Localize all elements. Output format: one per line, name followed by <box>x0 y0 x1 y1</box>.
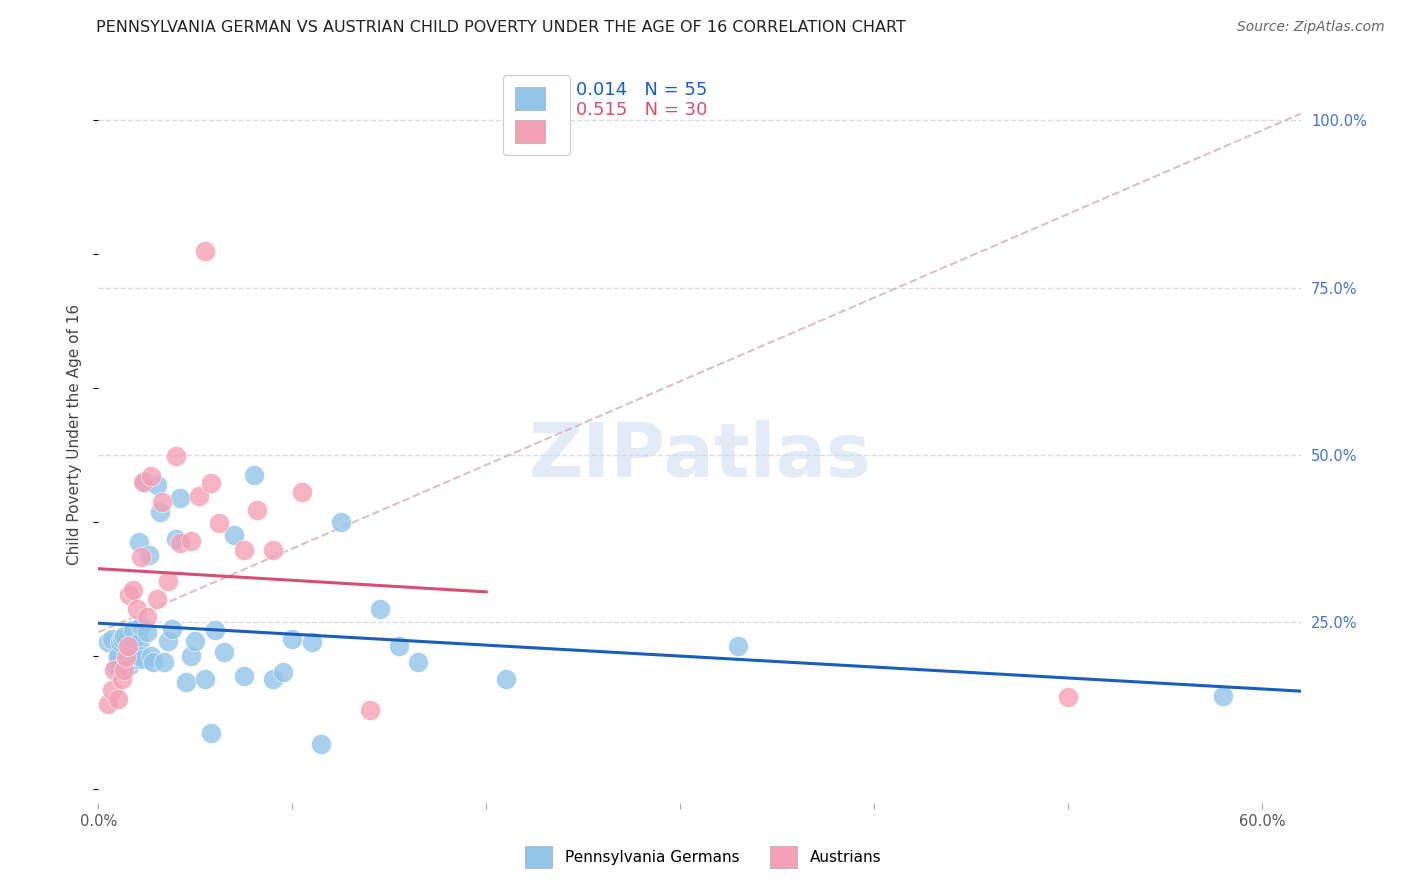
Point <box>129 549 152 564</box>
Point <box>114 649 136 664</box>
Point <box>208 516 231 530</box>
Point <box>122 583 145 598</box>
Point <box>129 618 152 632</box>
Point <box>112 629 135 643</box>
Point <box>145 591 167 606</box>
Point <box>118 658 141 673</box>
Point <box>114 652 136 666</box>
Point <box>152 495 174 509</box>
Point <box>232 543 254 558</box>
Point <box>97 697 120 711</box>
Point <box>194 244 217 258</box>
Point <box>142 655 165 669</box>
Point <box>200 476 222 491</box>
Point <box>214 645 236 659</box>
Point <box>169 491 191 506</box>
Point <box>145 478 167 492</box>
Point <box>107 648 129 663</box>
Point <box>188 490 211 504</box>
Point <box>124 652 146 666</box>
Point <box>1057 690 1080 705</box>
Point <box>281 632 304 646</box>
Text: Source: ZipAtlas.com: Source: ZipAtlas.com <box>1237 20 1385 34</box>
Text: R = 0.014   N = 55: R = 0.014 N = 55 <box>537 80 707 99</box>
Point <box>132 652 155 666</box>
Point <box>122 635 145 649</box>
Point <box>101 683 124 698</box>
Point <box>301 635 323 649</box>
Point <box>271 665 294 680</box>
Point <box>112 664 135 678</box>
Point <box>157 633 180 648</box>
Point <box>262 543 284 558</box>
Point <box>97 635 120 649</box>
Point <box>180 648 202 663</box>
Text: PENNSYLVANIA GERMAN VS AUSTRIAN CHILD POVERTY UNDER THE AGE OF 16 CORRELATION CH: PENNSYLVANIA GERMAN VS AUSTRIAN CHILD PO… <box>96 20 905 35</box>
Point <box>246 503 269 517</box>
Point <box>111 672 134 686</box>
Point <box>200 725 222 739</box>
Point <box>107 652 129 666</box>
Point <box>311 737 333 751</box>
Point <box>368 602 391 616</box>
Point <box>204 623 226 637</box>
Point <box>127 602 149 616</box>
Point <box>139 469 162 483</box>
Point <box>101 632 124 646</box>
Point <box>388 639 411 653</box>
Point <box>359 703 381 717</box>
Point <box>108 635 131 649</box>
Point <box>262 672 284 686</box>
Point <box>111 632 134 646</box>
Point <box>232 669 254 683</box>
Point <box>138 548 160 563</box>
Point <box>132 475 155 489</box>
Y-axis label: Child Poverty Under the Age of 16: Child Poverty Under the Age of 16 <box>67 304 83 566</box>
Point <box>165 532 187 546</box>
Point <box>129 648 152 663</box>
Point <box>153 655 176 669</box>
Point <box>242 468 264 483</box>
Point <box>160 622 183 636</box>
Point <box>122 623 145 637</box>
Point <box>135 625 157 640</box>
Point <box>118 589 141 603</box>
Point <box>104 658 127 673</box>
Point <box>180 533 202 548</box>
Point <box>107 692 129 706</box>
Point <box>128 635 150 649</box>
Point <box>149 505 172 519</box>
Text: R = 0.515   N = 30: R = 0.515 N = 30 <box>537 101 707 119</box>
Point <box>174 675 197 690</box>
Point <box>224 528 246 542</box>
Point <box>495 672 517 686</box>
Point <box>194 672 217 686</box>
Point <box>117 648 139 663</box>
Point <box>117 639 139 653</box>
Point <box>134 475 156 489</box>
Point <box>128 535 150 549</box>
Legend: , : , <box>503 75 569 155</box>
Point <box>408 655 430 669</box>
Point <box>165 450 187 464</box>
Point <box>727 639 749 653</box>
Point <box>103 664 125 678</box>
Text: ZIPatlas: ZIPatlas <box>529 420 870 493</box>
Point <box>139 648 162 663</box>
Point <box>184 633 207 648</box>
Point <box>135 610 157 624</box>
Point <box>169 536 191 550</box>
Legend: Pennsylvania Germans, Austrians: Pennsylvania Germans, Austrians <box>513 834 893 880</box>
Point <box>291 484 314 499</box>
Point <box>127 648 149 663</box>
Point <box>1212 689 1234 703</box>
Point <box>120 640 142 655</box>
Point <box>329 515 352 529</box>
Point <box>157 574 180 588</box>
